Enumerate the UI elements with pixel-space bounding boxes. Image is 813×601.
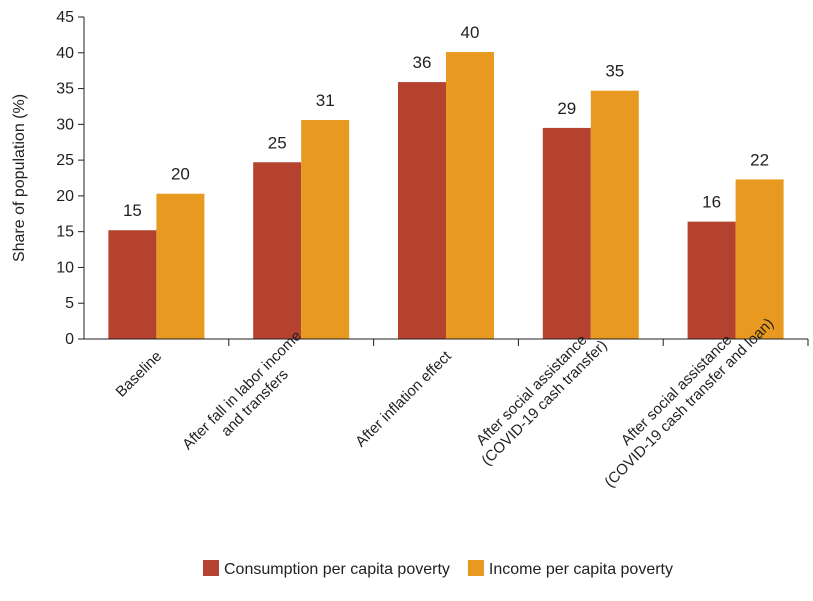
data-label-series2-cat3: 40 <box>461 23 480 42</box>
data-label-series2-cat4: 35 <box>605 62 624 81</box>
y-tick-label-30: 30 <box>56 116 74 133</box>
x-category-label-line: After fall in labor income <box>179 327 305 453</box>
bar-series2-cat1 <box>156 193 205 339</box>
y-tick-label-35: 35 <box>56 81 74 98</box>
data-label-series1-cat5: 16 <box>702 193 721 212</box>
y-tick-label-5: 5 <box>65 295 74 312</box>
bar-series1-cat4 <box>542 127 591 340</box>
data-labels-group: 15 20 25 31 36 40 29 35 16 22 <box>123 23 769 220</box>
bars-group <box>108 52 784 340</box>
y-tick-label-40: 40 <box>56 45 74 62</box>
x-category-label-line: (COVID-19 cash transfer and loan) <box>601 315 777 491</box>
bar-series2-cat3 <box>446 52 494 339</box>
data-label-series2-cat5: 22 <box>750 150 769 169</box>
y-axis-title: Share of population (%) <box>11 94 28 262</box>
x-category-label-line: After inflation effect <box>352 347 455 450</box>
bar-series2-cat2 <box>301 120 350 339</box>
y-tick-label-45: 45 <box>56 9 74 26</box>
y-tick-label-20: 20 <box>56 188 74 205</box>
x-category-label-line: Baseline <box>113 348 166 401</box>
data-label-series2-cat2: 31 <box>316 91 335 110</box>
x-category-label-line: After social assistance <box>618 331 736 449</box>
data-label-series1-cat4: 29 <box>557 99 576 118</box>
legend: Consumption per capita poverty Income per… <box>203 560 673 578</box>
bar-series1-cat1 <box>108 230 157 339</box>
legend-swatch-1 <box>203 560 219 576</box>
legend-label-2: Income per capita poverty <box>489 561 673 578</box>
y-tick-label-10: 10 <box>56 259 74 276</box>
data-label-series1-cat1: 15 <box>123 201 142 220</box>
x-category-label-1: Baseline <box>113 348 166 401</box>
x-category-label-line: After social assistance <box>473 331 591 449</box>
y-tick-label-25: 25 <box>56 152 74 169</box>
data-label-series2-cat1: 20 <box>171 165 190 184</box>
data-label-series1-cat2: 25 <box>268 133 287 152</box>
y-tick-label-15: 15 <box>56 224 74 241</box>
x-category-label-line: (COVID-19 cash transfer) <box>478 337 610 469</box>
x-category-label-4: After social assistance(COVID-19 cash tr… <box>466 324 611 469</box>
bar-series1-cat2 <box>253 162 302 339</box>
y-tick-label-0: 0 <box>65 331 74 348</box>
bar-series1-cat3 <box>398 82 446 340</box>
legend-swatch-2 <box>467 560 484 576</box>
y-axis: 0 5 10 15 20 25 30 35 40 45 <box>56 9 85 348</box>
legend-label-1: Consumption per capita poverty <box>224 561 450 578</box>
bar-series1-cat5 <box>687 221 736 339</box>
x-category-label-2: After fall in labor incomeand transfers <box>179 327 318 466</box>
bar-series2-cat5 <box>735 179 784 339</box>
x-category-label-3: After inflation effect <box>352 347 455 450</box>
data-label-series1-cat3: 36 <box>413 53 432 72</box>
bar-series2-cat4 <box>590 90 639 339</box>
